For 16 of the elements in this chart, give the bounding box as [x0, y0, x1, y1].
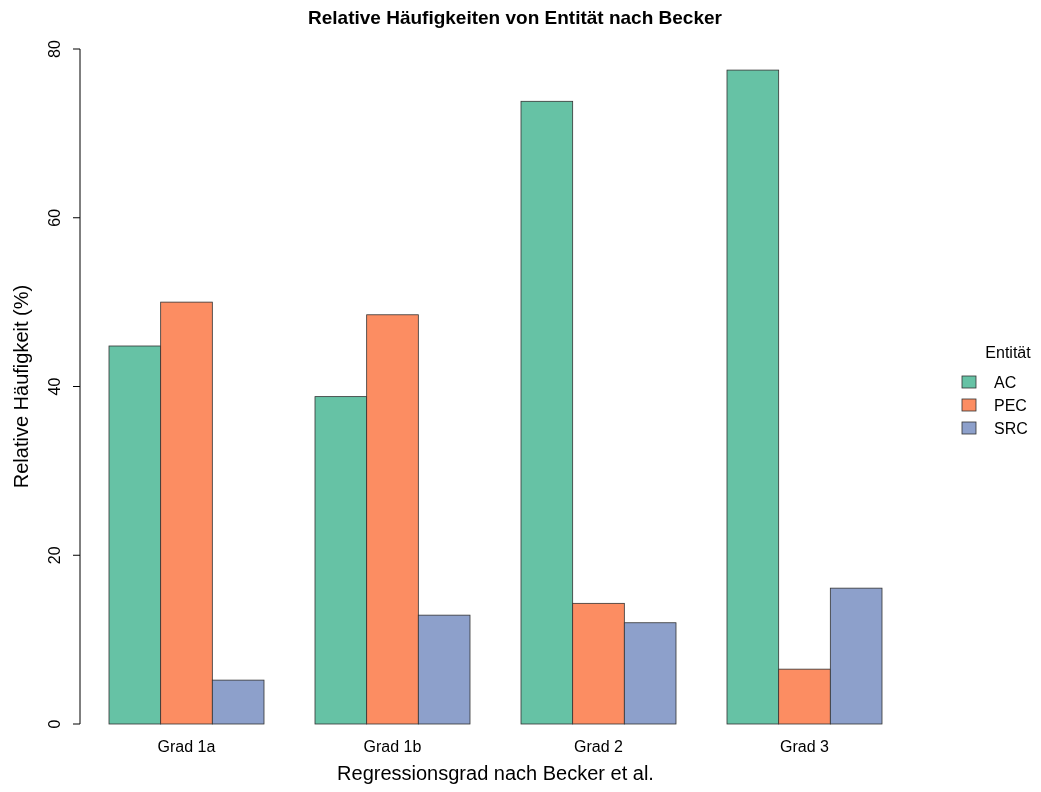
legend-label: AC: [994, 374, 1017, 391]
legend-label: SRC: [994, 420, 1028, 437]
chart-title: Relative Häufigkeiten von Entität nach Becker: [308, 7, 723, 28]
x-tick-label: Grad 1b: [363, 738, 422, 755]
legend-label: PEC: [994, 397, 1027, 414]
x-tick-label: Grad 3: [780, 738, 830, 755]
y-axis-title: Relative Häufigkeit (%): [10, 284, 32, 489]
y-tick-label: 80: [46, 40, 63, 58]
y-tick-label: 20: [46, 546, 63, 565]
y-tick-label: 0: [46, 719, 63, 729]
y-tick-label: 60: [46, 208, 63, 227]
x-axis-title: Regressionsgrad nach Becker et al.: [337, 762, 654, 784]
x-tick-label: Grad 1a: [157, 738, 216, 755]
x-tick-label: Grad 2: [574, 738, 624, 755]
y-tick-label: 40: [46, 377, 63, 396]
legend-title: Entität: [985, 344, 1032, 361]
